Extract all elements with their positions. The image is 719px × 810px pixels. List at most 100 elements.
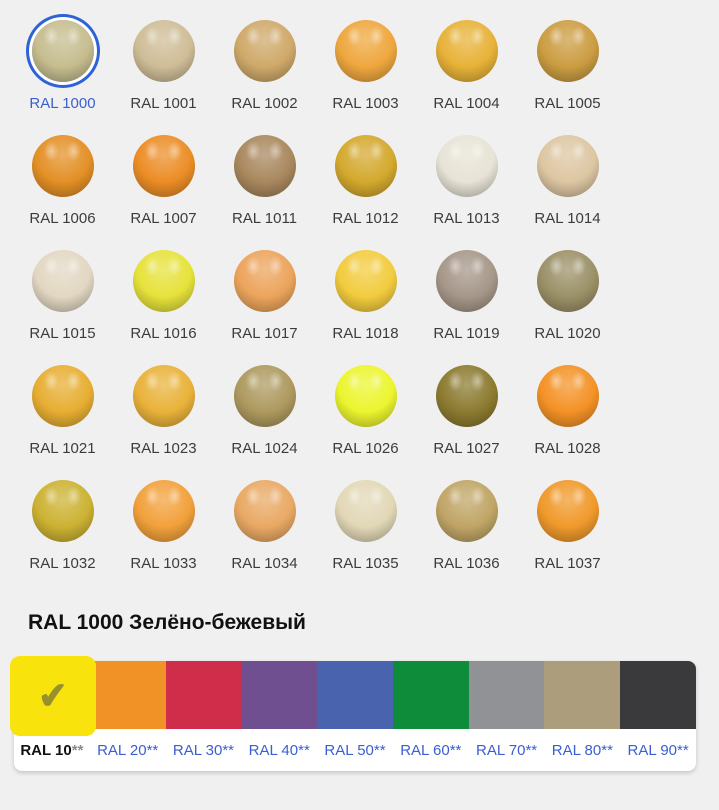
ral-swatch[interactable]: RAL 1017 — [214, 234, 315, 349]
swatch-label[interactable]: RAL 1007 — [130, 210, 197, 227]
color-ball[interactable] — [435, 135, 498, 197]
series-tab-label[interactable]: RAL 50 ** — [317, 729, 393, 771]
series-tab-label[interactable]: RAL 70 ** — [469, 729, 545, 771]
ral-swatch[interactable]: RAL 1028 — [517, 349, 618, 464]
swatch-label[interactable]: RAL 1015 — [29, 325, 96, 342]
ral-swatch[interactable]: RAL 1033 — [113, 464, 214, 579]
series-color-block[interactable] — [544, 661, 621, 729]
swatch-label[interactable]: RAL 1012 — [332, 210, 399, 227]
series-tab-label[interactable]: RAL 20 ** — [90, 729, 166, 771]
ral-swatch[interactable]: RAL 1034 — [214, 464, 315, 579]
swatch-label[interactable]: RAL 1036 — [433, 555, 500, 572]
ral-swatch[interactable]: RAL 1021 — [12, 349, 113, 464]
color-ball[interactable] — [233, 480, 296, 542]
color-ball[interactable] — [536, 480, 599, 542]
color-ball[interactable] — [536, 365, 599, 427]
ral-swatch[interactable]: RAL 1035 — [315, 464, 416, 579]
series-color-block[interactable] — [620, 661, 697, 729]
ral-series-tab[interactable]: RAL 60 ** — [392, 661, 469, 771]
swatch-label[interactable]: RAL 1024 — [231, 440, 298, 457]
ral-swatch[interactable]: RAL 1016 — [113, 234, 214, 349]
ral-swatch[interactable]: RAL 1004 — [416, 4, 517, 119]
ral-swatch[interactable]: RAL 1027 — [416, 349, 517, 464]
ral-swatch[interactable]: RAL 1015 — [12, 234, 113, 349]
ral-swatch[interactable]: RAL 1005 — [517, 4, 618, 119]
swatch-label[interactable]: RAL 1003 — [332, 95, 399, 112]
color-ball[interactable] — [334, 135, 397, 197]
series-color-block[interactable] — [241, 661, 318, 729]
swatch-label[interactable]: RAL 1014 — [534, 210, 601, 227]
ral-swatch[interactable]: RAL 1014 — [517, 119, 618, 234]
series-tab-label[interactable]: RAL 80 ** — [544, 729, 620, 771]
series-tab-label[interactable]: RAL 10 ** — [14, 729, 90, 771]
color-ball[interactable] — [536, 250, 599, 312]
swatch-label[interactable]: RAL 1027 — [433, 440, 500, 457]
ral-swatch[interactable]: RAL 1019 — [416, 234, 517, 349]
swatch-label[interactable]: RAL 1019 — [433, 325, 500, 342]
swatch-label[interactable]: RAL 1005 — [534, 95, 601, 112]
color-ball[interactable] — [334, 20, 397, 82]
ral-swatch[interactable]: RAL 1013 — [416, 119, 517, 234]
ral-swatch[interactable]: RAL 1032 — [12, 464, 113, 579]
swatch-label[interactable]: RAL 1026 — [332, 440, 399, 457]
ral-series-tab[interactable]: RAL 80 ** — [544, 661, 621, 771]
swatch-label[interactable]: RAL 1006 — [29, 210, 96, 227]
color-ball[interactable] — [536, 20, 599, 82]
swatch-label[interactable]: RAL 1013 — [433, 210, 500, 227]
ral-series-tab[interactable]: RAL 40 ** — [241, 661, 318, 771]
series-tab-label[interactable]: RAL 30 ** — [166, 729, 242, 771]
ral-swatch[interactable]: RAL 1003 — [315, 4, 416, 119]
color-ball[interactable] — [233, 135, 296, 197]
color-ball[interactable] — [435, 20, 498, 82]
color-ball[interactable] — [435, 480, 498, 542]
swatch-label[interactable]: RAL 1021 — [29, 440, 96, 457]
swatch-label[interactable]: RAL 1037 — [534, 555, 601, 572]
color-ball[interactable] — [132, 250, 195, 312]
series-color-block[interactable] — [89, 661, 166, 729]
color-ball[interactable] — [334, 365, 397, 427]
ral-series-tab[interactable]: RAL 50 ** — [317, 661, 393, 771]
swatch-label[interactable]: RAL 1017 — [231, 325, 298, 342]
ral-swatch[interactable]: RAL 1020 — [517, 234, 618, 349]
swatch-label[interactable]: RAL 1032 — [29, 555, 96, 572]
series-color-block[interactable] — [392, 661, 469, 729]
series-color-block[interactable] — [317, 661, 393, 729]
ral-series-tab[interactable]: ✔ RAL 10 ** — [10, 656, 96, 771]
ral-series-tab[interactable]: RAL 70 ** — [468, 661, 545, 771]
swatch-label[interactable]: RAL 1034 — [231, 555, 298, 572]
swatch-label[interactable]: RAL 1000 — [29, 95, 96, 112]
swatch-label[interactable]: RAL 1028 — [534, 440, 601, 457]
color-ball[interactable] — [334, 480, 397, 542]
ral-swatch[interactable]: RAL 1011 — [214, 119, 315, 234]
color-ball[interactable] — [132, 135, 195, 197]
color-ball[interactable] — [132, 480, 195, 542]
ral-swatch[interactable]: RAL 1023 — [113, 349, 214, 464]
ral-swatch[interactable]: RAL 1026 — [315, 349, 416, 464]
color-ball[interactable] — [536, 135, 599, 197]
color-ball[interactable] — [31, 365, 94, 427]
ral-swatch[interactable]: RAL 1000 — [12, 4, 113, 119]
color-ball[interactable] — [334, 250, 397, 312]
color-ball[interactable] — [31, 480, 94, 542]
swatch-label[interactable]: RAL 1002 — [231, 95, 298, 112]
color-ball[interactable] — [31, 250, 94, 312]
ral-swatch[interactable]: RAL 1036 — [416, 464, 517, 579]
ral-swatch[interactable]: RAL 1037 — [517, 464, 618, 579]
color-ball[interactable] — [132, 365, 195, 427]
series-tab-label[interactable]: RAL 60 ** — [393, 729, 469, 771]
color-ball[interactable] — [435, 365, 498, 427]
ral-series-tab[interactable]: RAL 20 ** — [89, 661, 166, 771]
ral-swatch[interactable]: RAL 1002 — [214, 4, 315, 119]
series-tab-label[interactable]: RAL 40 ** — [241, 729, 317, 771]
color-ball[interactable] — [435, 250, 498, 312]
ral-swatch[interactable]: RAL 1012 — [315, 119, 416, 234]
ral-swatch[interactable]: RAL 1001 — [113, 4, 214, 119]
swatch-label[interactable]: RAL 1035 — [332, 555, 399, 572]
series-color-block[interactable] — [468, 661, 545, 729]
ral-swatch[interactable]: RAL 1006 — [12, 119, 113, 234]
color-ball[interactable] — [31, 20, 94, 82]
swatch-label[interactable]: RAL 1020 — [534, 325, 601, 342]
ral-swatch[interactable]: RAL 1007 — [113, 119, 214, 234]
color-ball[interactable] — [31, 135, 94, 197]
swatch-label[interactable]: RAL 1004 — [433, 95, 500, 112]
